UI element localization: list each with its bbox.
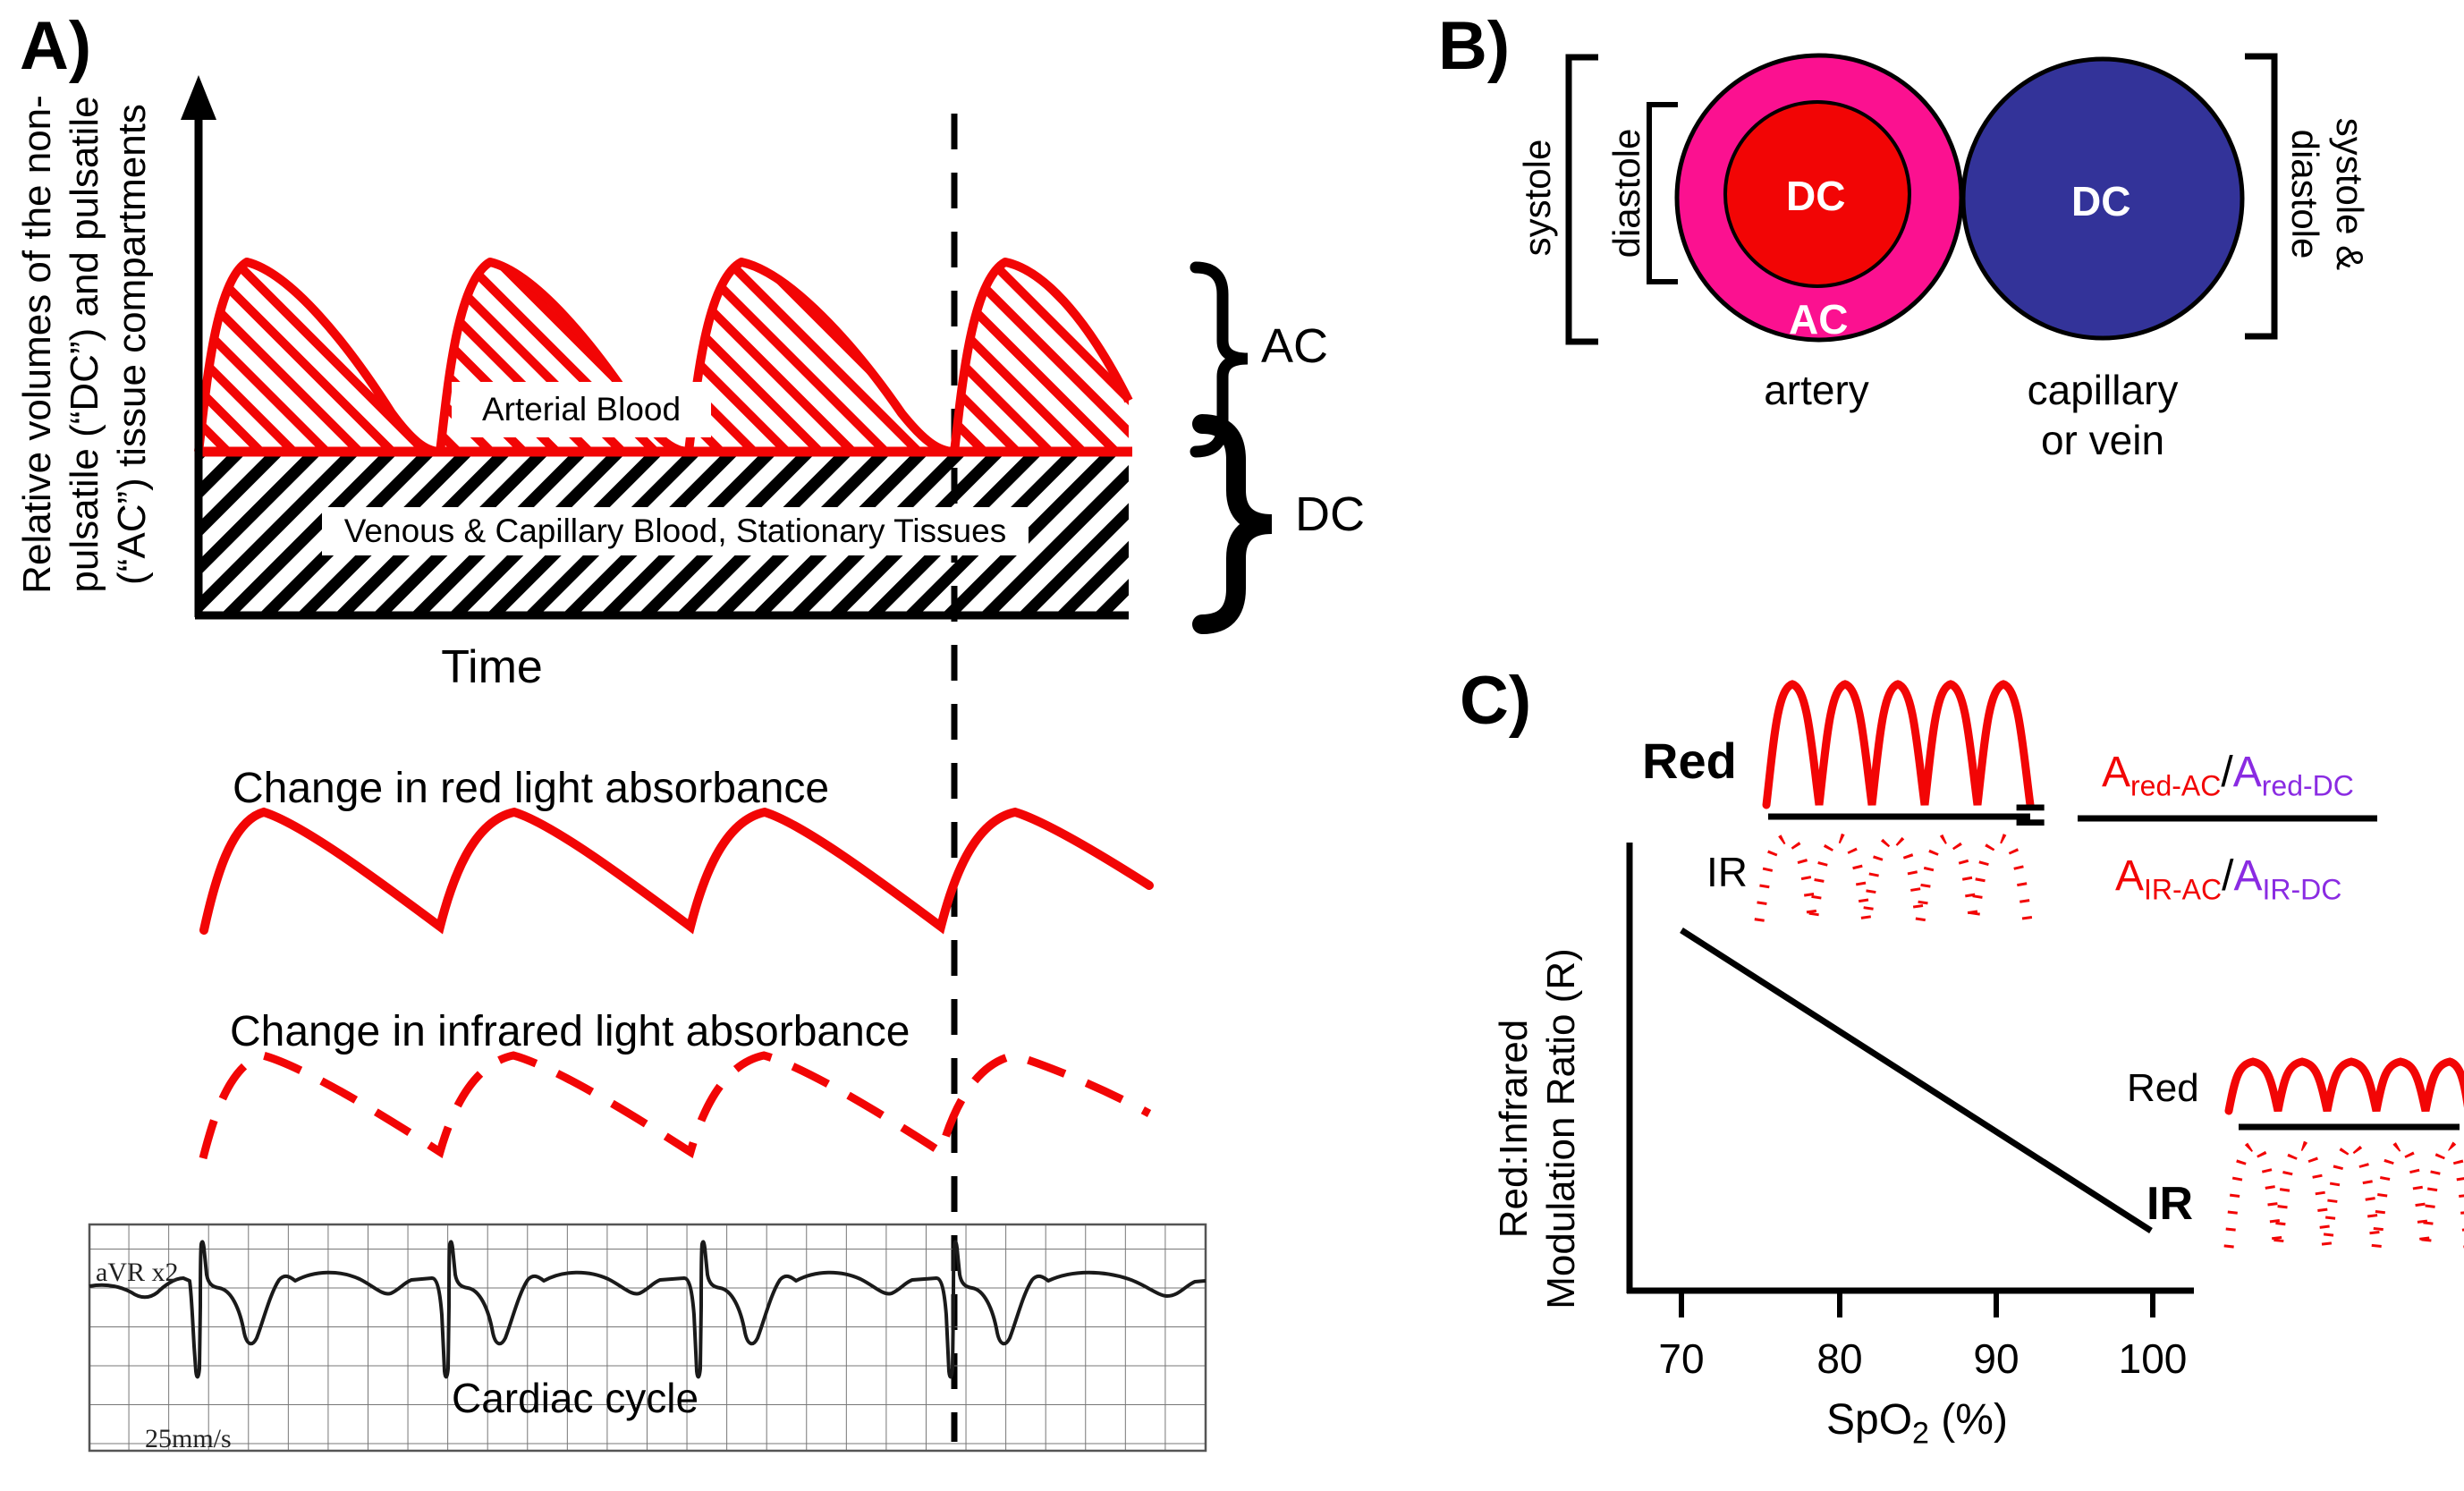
ecg-lead-label: aVR x2: [96, 1258, 179, 1287]
systole-diastole-line1: systole &: [2329, 117, 2371, 271]
capillary-circle: [1960, 56, 2245, 341]
den-sub-ir-ac: IR-AC: [2144, 873, 2223, 906]
capillary-dc-label: DC: [2071, 178, 2131, 224]
dc-label: DC: [1295, 487, 1365, 541]
ecg-grid: [88, 1223, 1207, 1453]
num-sub-red-ac: red-AC: [2130, 769, 2222, 802]
den-sub-ir-dc: IR-DC: [2262, 873, 2342, 906]
capillary-caption-line1: capillary: [2027, 367, 2179, 413]
c-y-axis-label-line1: Red:Infrared: [1492, 1019, 1536, 1239]
ir-absorbance-wave: [199, 1051, 1152, 1160]
den-a-purple: A: [2233, 852, 2263, 900]
capillary-caption-line2: or vein: [2040, 417, 2165, 463]
tick-label-80: 80: [1816, 1335, 1863, 1382]
ecg-trace: [89, 1240, 1207, 1379]
systole-label: systole: [1516, 139, 1558, 257]
equation-numerator: Ared-AC/Ared-DC: [2102, 748, 2354, 803]
cardiac-cycle-label: Cardiac cycle: [452, 1375, 699, 1421]
artery-ac-label: AC: [1789, 296, 1849, 343]
arterial-blood-label: Arterial Blood: [452, 382, 711, 437]
legend-top-ir-label: IR: [1706, 849, 1748, 895]
spo2-post: (%): [1928, 1396, 2008, 1444]
tick-label-100: 100: [2118, 1335, 2188, 1382]
arterial-wave-outline: [194, 258, 1133, 456]
artery-dc-label: DC: [1786, 173, 1846, 219]
diastole-bracket: [1647, 102, 1678, 284]
legend-top-ir-wave: [1754, 833, 2033, 922]
a-y-axis-label-line3: (“AC”) tissue compartments: [110, 104, 154, 585]
legend-bottom-red-wave: [2224, 1057, 2464, 1115]
red-absorbance-wave: [199, 807, 1154, 935]
den-slash: /: [2222, 852, 2234, 900]
spo2-sub: 2: [1912, 1416, 1929, 1451]
ecg-speed-label: 25mm/s: [145, 1424, 232, 1453]
systole-bracket: [1565, 54, 1598, 345]
a-y-axis-label-line2: pulsatile (“DC”) and pulsatile: [63, 96, 106, 593]
c-x-axis-label: SpO2 (%): [1826, 1395, 2008, 1452]
c-y-axis-label-line2: Modulation Ratio (R): [1539, 948, 1583, 1309]
systole-diastole-label: systole & diastole: [2279, 96, 2372, 292]
a-y-axis-label-line1: Relative volumes of the non-: [15, 95, 59, 594]
systole-diastole-line2: diastole: [2284, 129, 2326, 259]
tick-label-90: 90: [1973, 1335, 2019, 1382]
num-sub-red-dc: red-DC: [2261, 769, 2354, 802]
legend-top-red-label: Red: [1642, 733, 1737, 789]
panel-b-label: B): [1438, 8, 1511, 84]
ir-absorbance-title: Change in infrared light absorbance: [230, 1008, 910, 1055]
num-a-purple: A: [2232, 749, 2262, 796]
a-y-axis-arrowhead: [181, 75, 216, 120]
capillary-caption: capillary or vein: [1991, 365, 2214, 465]
tick-label-70: 70: [1658, 1335, 1705, 1382]
panel-c-label: C): [1460, 663, 1532, 739]
ac-label: AC: [1261, 319, 1329, 373]
num-slash: /: [2221, 749, 2233, 796]
artery-inner-circle: [1723, 100, 1911, 288]
equation-equals-sign: =: [2014, 784, 2047, 846]
c-x-axis-ticks: [1679, 1291, 2155, 1317]
spo2-pre: SpO: [1826, 1396, 1913, 1444]
systole-diastole-bracket: [2245, 53, 2278, 340]
c-y-axis-label: Red:Infrared Modulation Ratio (R): [1490, 914, 1587, 1343]
legend-bottom-ir-wave: [2223, 1140, 2464, 1249]
venous-capillary-label: Venous & Capillary Blood, Stationary Tis…: [322, 507, 1029, 555]
panel-a-label: A): [20, 8, 92, 84]
legend-top-red-wave: [1762, 680, 2035, 809]
time-axis-label: Time: [441, 641, 543, 693]
diastole-label: diastole: [1605, 128, 1647, 258]
den-a-red: A: [2115, 852, 2145, 900]
artery-caption: artery: [1764, 367, 1869, 413]
red-absorbance-title: Change in red light absorbance: [233, 765, 830, 812]
equation-denominator: AIR-AC/AIR-DC: [2115, 851, 2341, 907]
legend-bottom-red-label: Red: [2127, 1066, 2199, 1110]
dc-brace: [1192, 414, 1273, 634]
num-a-red: A: [2102, 749, 2131, 796]
r-calibration-line: [1680, 928, 2153, 1233]
legend-bottom-ir-label: IR: [2146, 1178, 2193, 1230]
a-y-axis-label: Relative volumes of the non- pulsatile (…: [13, 40, 157, 648]
